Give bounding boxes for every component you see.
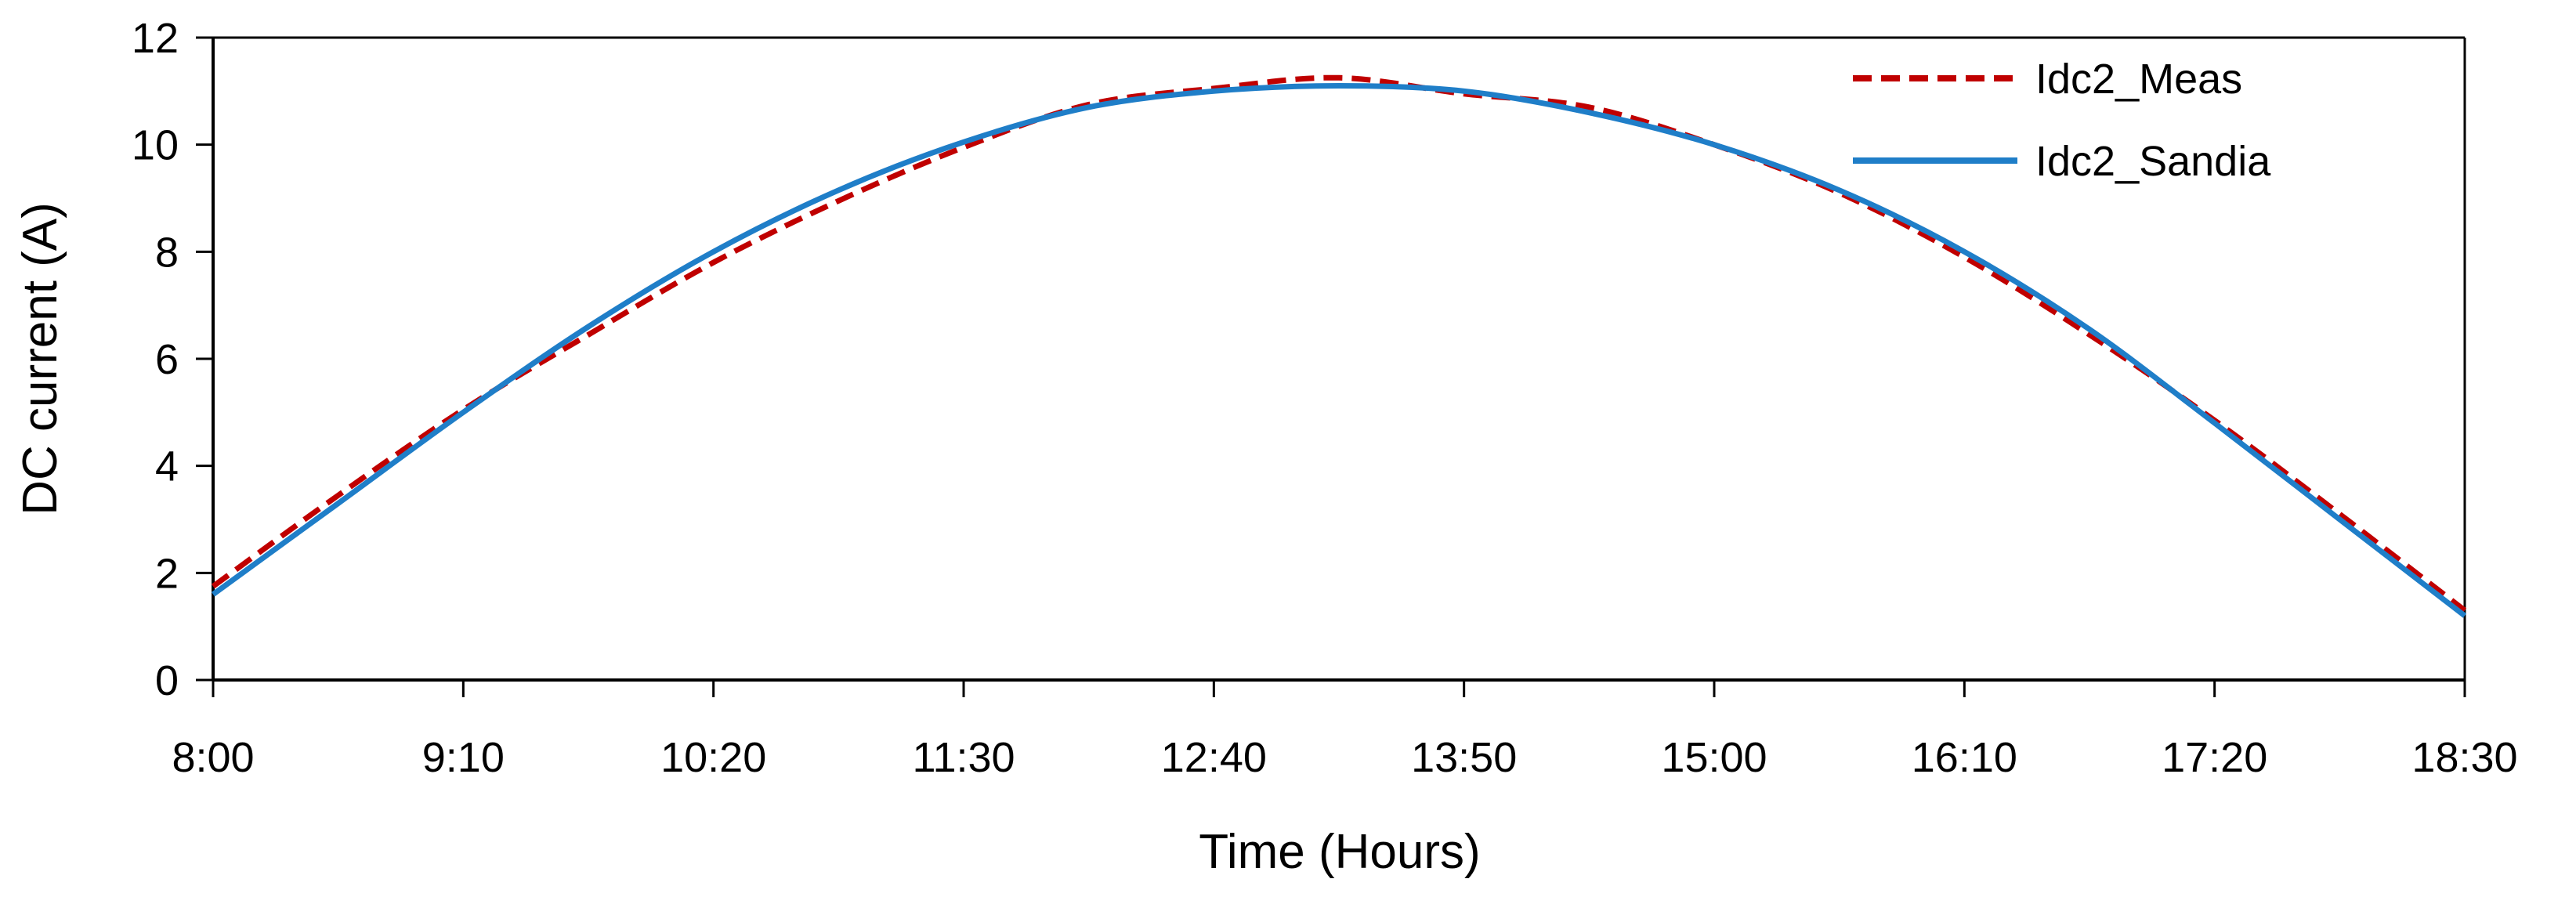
legend: Idc2_Meas Idc2_Sandia — [1853, 56, 2271, 185]
y-tick-label: 8 — [155, 229, 179, 276]
legend-label-sandia: Idc2_Sandia — [2035, 138, 2271, 185]
x-tick-label: 13:50 — [1411, 734, 1517, 781]
y-tick-label: 6 — [155, 336, 179, 383]
legend-label-meas: Idc2_Meas — [2035, 56, 2242, 103]
x-axis-title: Time (Hours) — [1199, 825, 1480, 879]
x-tick-label: 10:20 — [660, 734, 766, 781]
y-tick-label: 0 — [155, 657, 179, 704]
x-axis-ticks: 8:00 9:10 10:20 11:30 12:40 13:50 15:00 16:10 17… — [172, 680, 2518, 781]
y-tick-label: 2 — [155, 550, 179, 597]
x-tick-label: 9:10 — [422, 734, 505, 781]
x-tick-label: 16:10 — [1912, 734, 2017, 781]
series-line-idc2-sandia — [211, 83, 2467, 618]
x-tick-label: 11:30 — [912, 734, 1015, 781]
x-tick-label: 15:00 — [1661, 734, 1767, 781]
y-tick-label: 10 — [132, 122, 179, 169]
x-tick-label: 17:20 — [2162, 734, 2267, 781]
y-axis-ticks: 0 2 4 6 8 10 12 — [132, 15, 213, 704]
series-layer — [211, 74, 2467, 618]
y-tick-label: 12 — [132, 15, 179, 62]
x-tick-label: 18:30 — [2411, 734, 2517, 781]
y-axis-title: DC current (A) — [13, 202, 67, 515]
y-tick-label: 4 — [155, 443, 179, 490]
series-line-idc2-meas — [211, 74, 2467, 613]
x-tick-label: 12:40 — [1161, 734, 1267, 781]
x-tick-label: 8:00 — [172, 734, 254, 781]
